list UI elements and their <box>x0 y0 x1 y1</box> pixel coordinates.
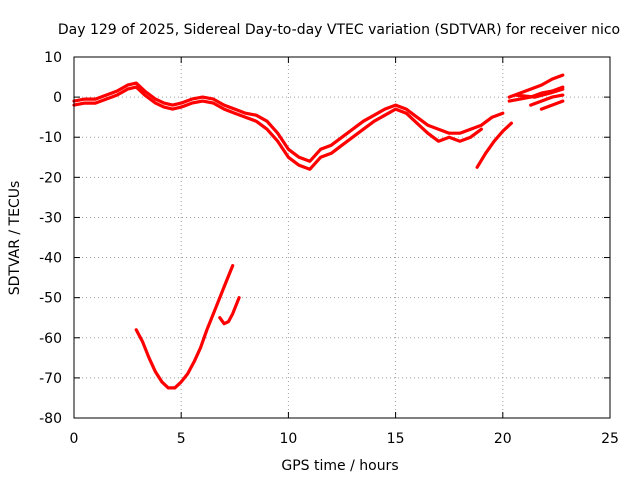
series-trough-side-hook <box>218 296 241 326</box>
series-descending-segment <box>475 121 513 169</box>
series-late-segment-c <box>529 93 565 107</box>
y-tick-label: 0 <box>53 90 62 106</box>
y-tick-label: -40 <box>39 251 62 267</box>
y-tick-label: -20 <box>39 170 62 186</box>
y-axis-label: SDTVAR / TECUs <box>7 181 23 296</box>
y-tick-label: -80 <box>39 411 62 427</box>
series-main-trace-upper <box>72 81 505 163</box>
y-tick-label: -10 <box>39 130 62 146</box>
axis-ticks: 0 5 10 15 20 25 -80 -70 -60 -50 -40 -30 -20 -10 0 10 <box>39 50 619 447</box>
x-tick-label: 10 <box>279 431 297 447</box>
y-tick-label: 10 <box>44 50 62 66</box>
plot-frame <box>73 56 611 419</box>
chart-title: Day 129 of 2025, Sidereal Day-to-day VTE… <box>58 22 620 38</box>
y-tick-label: -30 <box>39 210 62 226</box>
y-tick-label: -60 <box>39 331 62 347</box>
series-deep-trough <box>134 264 235 390</box>
series-group <box>72 73 565 390</box>
y-tick-label: -70 <box>39 371 62 387</box>
grid <box>74 57 610 418</box>
x-tick-label: 20 <box>494 431 512 447</box>
series-late-segment-e <box>514 87 565 99</box>
series-late-segment-d <box>539 99 565 111</box>
x-tick-label: 5 <box>177 431 186 447</box>
x-tick-label: 0 <box>70 431 79 447</box>
y-tick-label: -50 <box>39 291 62 307</box>
series-main-trace-lower <box>72 85 483 171</box>
x-axis-label: GPS time / hours <box>281 458 398 474</box>
x-tick-label: 25 <box>601 431 619 447</box>
x-tick-label: 15 <box>387 431 405 447</box>
